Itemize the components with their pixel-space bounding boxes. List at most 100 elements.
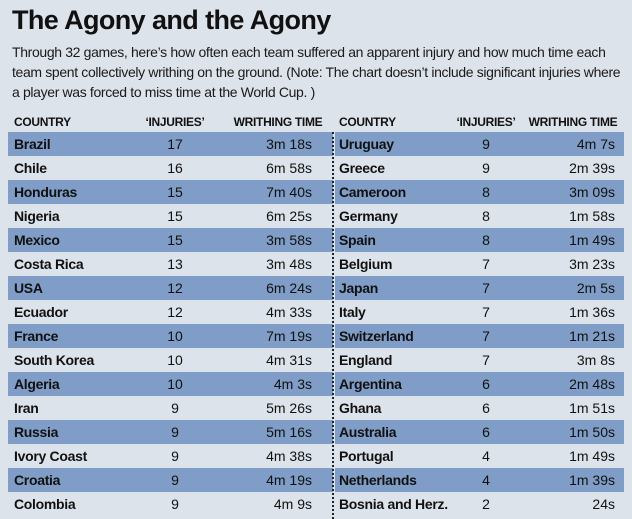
injuries-cell: 9 (482, 160, 490, 176)
header-writhing-time: WRITHING TIME (528, 115, 618, 129)
page-title: The Agony and the Agony (12, 5, 331, 35)
country-cell: Ivory Coast (14, 448, 87, 464)
table-row: USA 12 6m 24s (8, 276, 333, 300)
table-header: COUNTRY ‘INJURIES’ WRITHING TIME (8, 112, 333, 132)
writhing-time-cell: 2m 48s (569, 376, 615, 392)
writhing-time-cell: 2m 39s (569, 160, 615, 176)
writhing-time-cell: 4m 38s (266, 448, 312, 464)
country-cell: Japan (339, 280, 378, 296)
table-row: Switzerland 7 1m 21s (335, 324, 624, 348)
table-row: Australia 6 1m 50s (335, 420, 624, 444)
header-writhing-time: WRITHING TIME (233, 115, 323, 129)
table-row: Netherlands 4 1m 39s (335, 468, 624, 492)
table-left-column: COUNTRY ‘INJURIES’ WRITHING TIME Brazil 1… (8, 112, 333, 516)
injuries-cell: 15 (167, 232, 183, 248)
writhing-time-cell: 3m 58s (266, 232, 312, 248)
injuries-cell: 7 (482, 304, 490, 320)
injuries-cell: 8 (482, 184, 490, 200)
country-cell: Italy (339, 304, 366, 320)
table-row: Spain 8 1m 49s (335, 228, 624, 252)
country-cell: Germany (339, 208, 398, 224)
writhing-time-cell: 3m 48s (266, 256, 312, 272)
injury-table: COUNTRY ‘INJURIES’ WRITHING TIME Brazil 1… (0, 112, 632, 519)
table-row: Portugal 4 1m 49s (335, 444, 624, 468)
writhing-time-cell: 1m 39s (569, 472, 615, 488)
injuries-cell: 17 (167, 136, 183, 152)
injuries-cell: 6 (482, 424, 490, 440)
country-cell: Mexico (14, 232, 60, 248)
injuries-cell: 12 (167, 280, 183, 296)
injuries-cell: 8 (482, 208, 490, 224)
injuries-cell: 4 (482, 472, 490, 488)
header-injuries: ‘INJURIES’ (145, 115, 205, 129)
injuries-cell: 10 (167, 328, 183, 344)
table-row: Mexico 15 3m 58s (8, 228, 333, 252)
table-row: Algeria 10 4m 3s (8, 372, 333, 396)
writhing-time-cell: 1m 49s (569, 448, 615, 464)
country-cell: Nigeria (14, 208, 60, 224)
country-cell: Switzerland (339, 328, 414, 344)
table-row: Ghana 6 1m 51s (335, 396, 624, 420)
table-row: Argentina 6 2m 48s (335, 372, 624, 396)
table-row: Croatia 9 4m 19s (8, 468, 333, 492)
table-row: Brazil 17 3m 18s (8, 132, 333, 156)
writhing-time-cell: 7m 40s (266, 184, 312, 200)
injuries-cell: 6 (482, 376, 490, 392)
injuries-cell: 4 (482, 448, 490, 464)
writhing-time-cell: 3m 18s (266, 136, 312, 152)
country-cell: Ghana (339, 400, 382, 416)
country-cell: France (14, 328, 59, 344)
injuries-cell: 13 (167, 256, 183, 272)
country-cell: Croatia (14, 472, 61, 488)
writhing-time-cell: 6m 25s (266, 208, 312, 224)
injuries-cell: 16 (167, 160, 183, 176)
writhing-time-cell: 1m 21s (569, 328, 615, 344)
injuries-cell: 9 (171, 400, 179, 416)
injuries-cell: 9 (171, 496, 179, 512)
writhing-time-cell: 6m 58s (266, 160, 312, 176)
writhing-time-cell: 24s (592, 496, 615, 512)
writhing-time-cell: 6m 24s (266, 280, 312, 296)
table-row: England 7 3m 8s (335, 348, 624, 372)
injuries-cell: 9 (171, 448, 179, 464)
country-cell: Spain (339, 232, 376, 248)
country-cell: Cameroon (339, 184, 406, 200)
table-row: Chile 16 6m 58s (8, 156, 333, 180)
header-country: COUNTRY (14, 115, 71, 129)
table-right-column: COUNTRY ‘INJURIES’ WRITHING TIME Uruguay… (335, 112, 624, 516)
table-row: Ivory Coast 9 4m 38s (8, 444, 333, 468)
table-row: Belgium 7 3m 23s (335, 252, 624, 276)
table-row: Japan 7 2m 5s (335, 276, 624, 300)
injuries-cell: 2 (482, 496, 490, 512)
injuries-cell: 15 (167, 184, 183, 200)
table-row: Russia 9 5m 16s (8, 420, 333, 444)
table-row: Nigeria 15 6m 25s (8, 204, 333, 228)
writhing-time-cell: 4m 33s (266, 304, 312, 320)
injuries-cell: 7 (482, 256, 490, 272)
country-cell: Costa Rica (14, 256, 84, 272)
injuries-cell: 7 (482, 352, 490, 368)
header-injuries: ‘INJURIES’ (456, 115, 516, 129)
table-row: Costa Rica 13 3m 48s (8, 252, 333, 276)
injuries-cell: 7 (482, 328, 490, 344)
injuries-cell: 9 (171, 472, 179, 488)
country-cell: Bosnia and Herz. (339, 496, 448, 512)
intro-text: Through 32 games, here’s how often each … (12, 44, 621, 100)
table-left-rows: Brazil 17 3m 18s Chile 16 6m 58s Honduras 15 7m … (8, 132, 333, 516)
table-header: COUNTRY ‘INJURIES’ WRITHING TIME (335, 112, 624, 132)
table-row: South Korea 10 4m 31s (8, 348, 333, 372)
injuries-cell: 9 (171, 424, 179, 440)
writhing-time-cell: 1m 36s (569, 304, 615, 320)
country-cell: Greece (339, 160, 385, 176)
country-cell: Uruguay (339, 136, 394, 152)
table-row: France 10 7m 19s (8, 324, 333, 348)
country-cell: Colombia (14, 496, 76, 512)
country-cell: Iran (14, 400, 39, 416)
writhing-time-cell: 4m 31s (266, 352, 312, 368)
injuries-cell: 12 (167, 304, 183, 320)
injuries-cell: 10 (167, 352, 183, 368)
injuries-cell: 6 (482, 400, 490, 416)
country-cell: Honduras (14, 184, 77, 200)
writhing-time-cell: 4m 19s (266, 472, 312, 488)
writhing-time-cell: 1m 51s (569, 400, 615, 416)
